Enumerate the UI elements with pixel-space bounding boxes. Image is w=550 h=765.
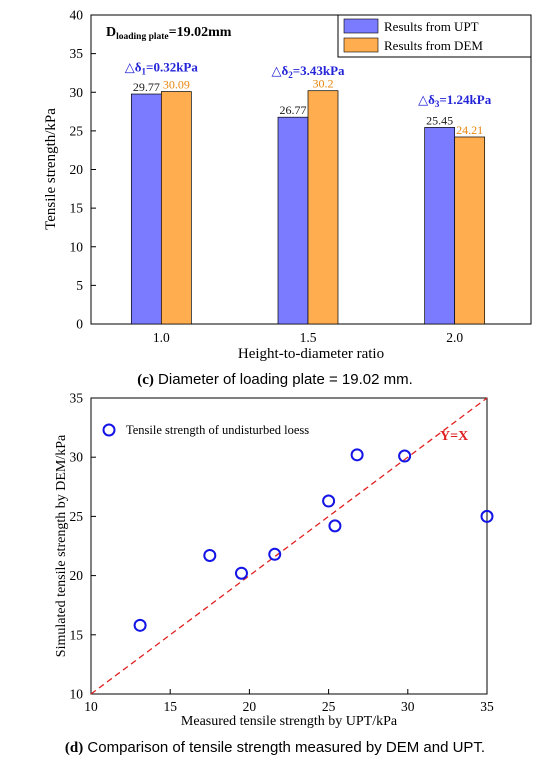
scatter-x-axis: 10 15 20 25 30 35 [84,689,494,714]
bar-dem [454,136,486,325]
y-tick-label: 0 [76,317,83,332]
y-tick-label: 10 [70,239,84,254]
y-tick-label: 20 [70,162,84,177]
difference-label: △δ3=1.24kPa [418,92,492,109]
caption-d: (d) Comparison of tensile strength measu… [65,739,485,756]
legend-marker [102,423,116,437]
scatter-point [480,509,494,523]
legend-label-points: Tensile strength of undisturbed loess [126,423,309,437]
scatter-point [328,519,342,533]
bar-legend: Results from UPT Results from DEM [337,14,532,58]
scatter-plot-frame [90,397,488,695]
reference-line-label: Y=X [440,429,468,444]
bar-upt [277,116,309,325]
bar-dem [307,90,339,325]
x-tick-label: 15 [163,699,177,714]
bar-x-axis-title: Height-to-diameter ratio [238,346,384,362]
reference-line-y-equals-x [90,397,488,695]
bar-label-upt: 26.77 [280,103,307,117]
difference-label: △δ2=3.43kPa [271,63,345,80]
loading-plate-annotation: Dloading plate=19.02mm [106,25,232,42]
y-tick-label: 30 [70,85,84,100]
y-tick-label: 30 [70,450,84,465]
difference-label: △δ1=0.32kPa [125,60,199,77]
bar-label-upt: 25.45 [426,113,453,127]
y-tick-label: 15 [70,627,84,642]
bar-label-dem: 30.09 [163,78,190,92]
x-tick-label: 1.5 [300,330,317,345]
scatter-point [350,448,364,462]
scatter-y-axis: 10 15 20 25 30 35 [70,391,96,702]
scatter-point [234,566,248,580]
bar-label-dem: 30.2 [313,77,334,91]
legend-label-upt: Results from UPT [384,19,479,34]
legend-swatch-dem [343,37,379,53]
x-tick-label: 10 [84,699,98,714]
bar-y-axis: 0 5 10 15 20 25 30 35 40 [70,8,96,332]
scatter-legend: Tensile strength of undisturbed loess [102,423,309,437]
legend-label-dem: Results from DEM [384,38,483,53]
scatter-points [133,448,494,632]
y-tick-label: 10 [70,687,84,702]
bar-upt [424,127,456,325]
x-tick-label: 2.0 [446,330,463,345]
scatter-point [203,548,217,562]
y-tick-label: 35 [70,391,84,406]
scatter-point [398,449,412,463]
caption-c: (c) Diameter of loading plate = 19.02 mm… [137,371,413,388]
y-tick-label: 15 [70,201,84,216]
scatter-chart-panel: 10 15 20 25 30 35 10 15 20 25 30 35 Y=X Tensile st… [54,391,494,757]
difference-annotations: △δ1=0.32kPa △δ2=3.43kPa △δ3=1.24kPa [125,60,492,109]
bar-label-upt: 29.77 [133,80,160,94]
scatter-point [133,618,147,632]
bar-label-dem: 24.21 [456,123,483,137]
x-tick-label: 35 [480,699,494,714]
legend-swatch-upt [343,18,379,34]
scatter-point [268,547,282,561]
y-tick-label: 40 [70,8,84,23]
y-tick-label: 5 [76,278,83,293]
bar-chart-panel: 0 5 10 15 20 25 30 35 40 1.0 1.5 2.0 29.77 30.09 26.… [43,8,532,388]
x-tick-label: 25 [322,699,336,714]
y-tick-label: 35 [70,46,84,61]
bar-upt [130,93,162,325]
y-tick-label: 20 [70,568,84,583]
scatter-y-axis-title: Simulated tensile strength by DEM/kPa [54,434,69,657]
scatter-point [322,494,336,508]
bar-series-group [130,90,486,325]
x-tick-label: 1.0 [153,330,170,345]
y-tick-label: 25 [70,123,84,138]
y-tick-label: 25 [70,509,84,524]
bar-y-axis-title: Tensile strength/kPa [43,108,59,230]
x-tick-label: 20 [243,699,257,714]
x-tick-label: 30 [401,699,415,714]
scatter-x-axis-title: Measured tensile strength by UPT/kPa [181,714,398,729]
bar-dem [160,91,192,325]
